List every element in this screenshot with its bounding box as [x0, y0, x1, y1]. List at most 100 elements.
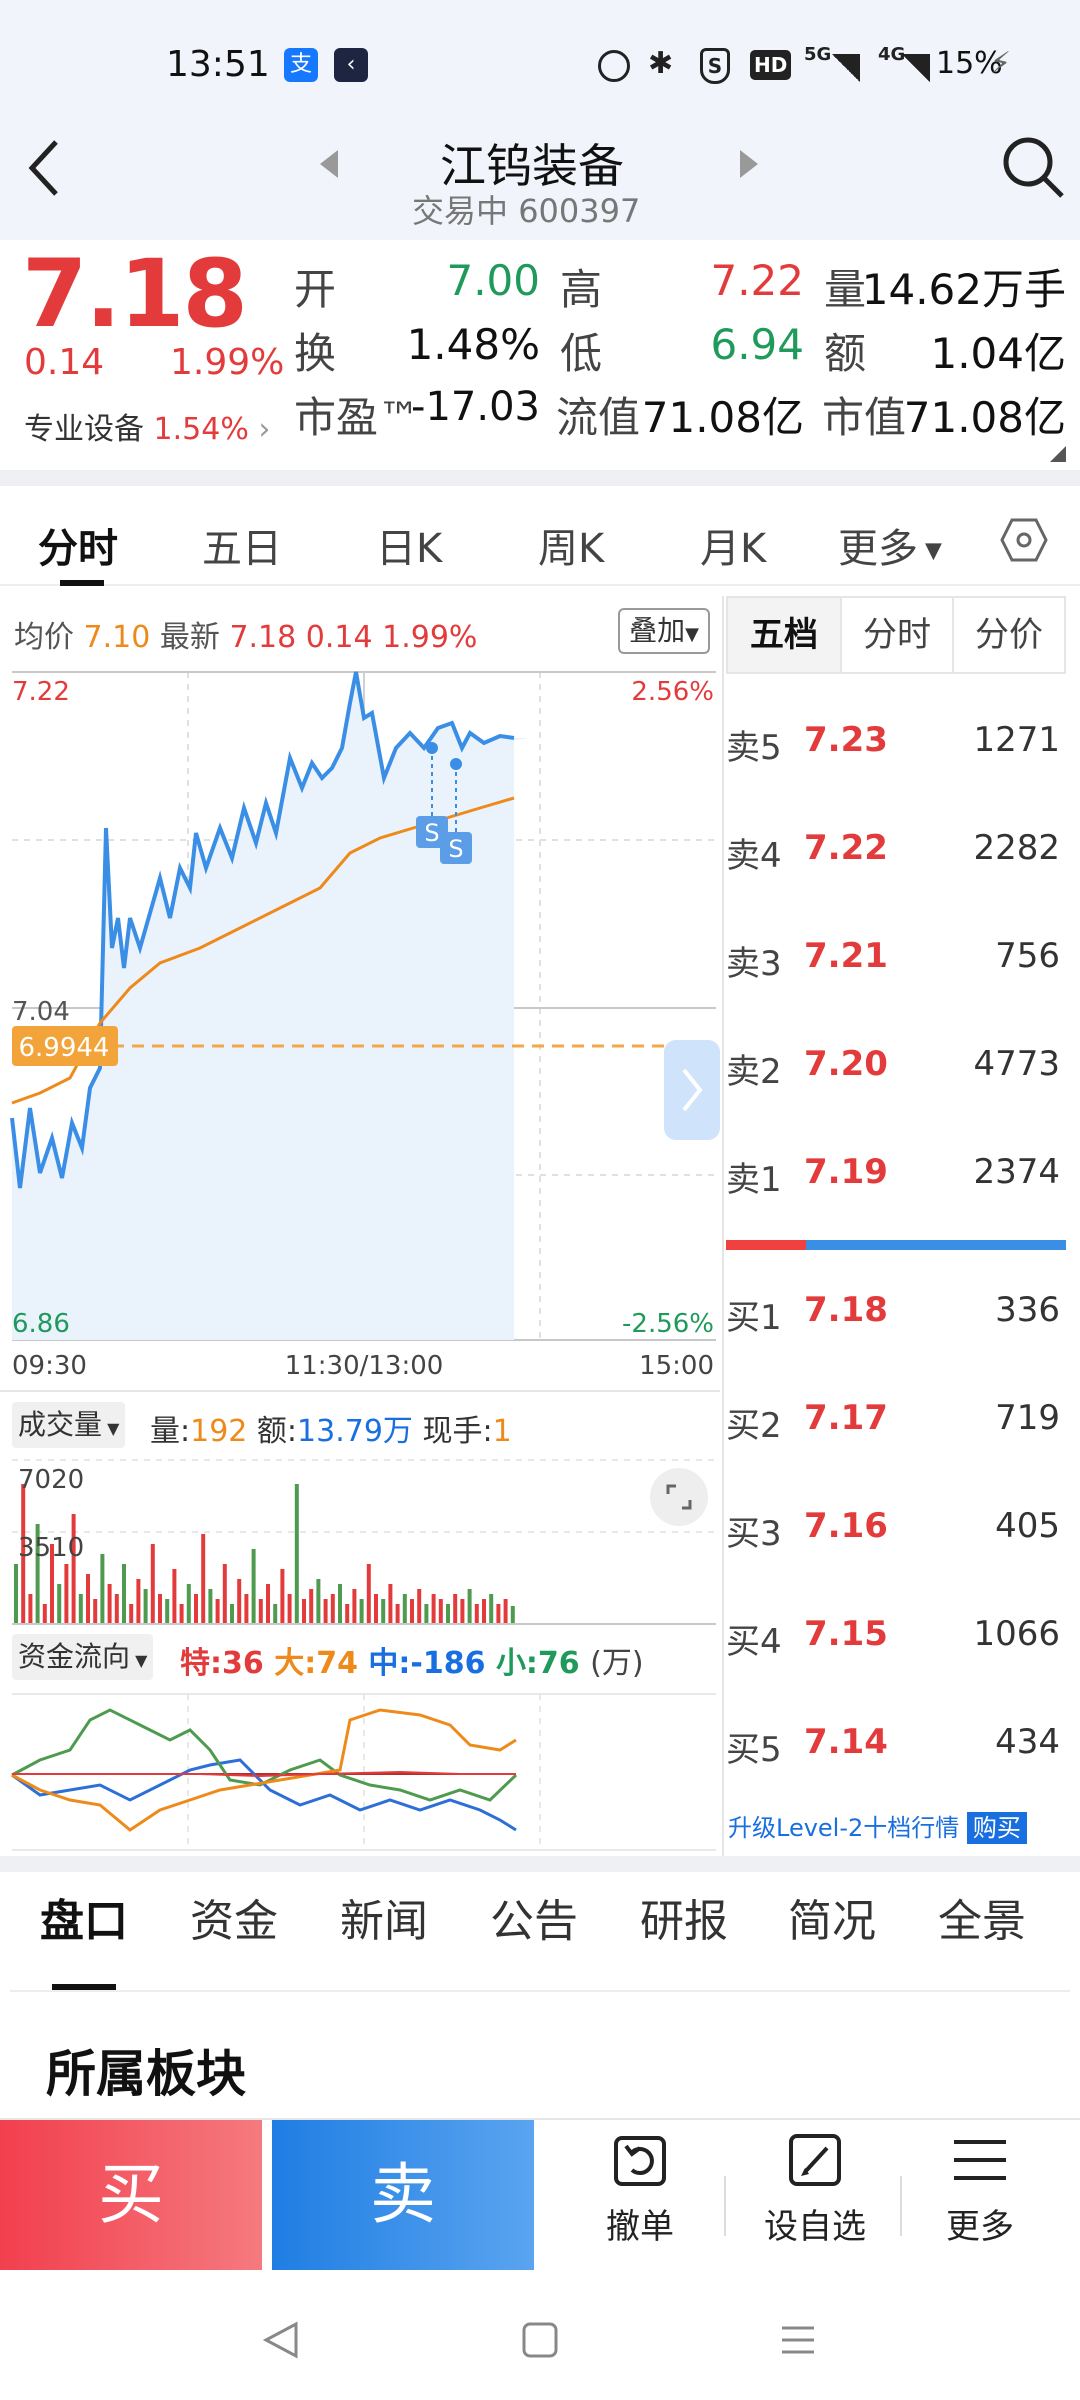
prev-stock-button[interactable]	[318, 148, 340, 180]
volume-bar	[388, 1584, 393, 1624]
nav-back-icon[interactable]	[262, 2320, 302, 2360]
chart-settings-button[interactable]	[1000, 516, 1048, 564]
cancel-order-label: 撤单	[606, 2207, 674, 2247]
bid-level-row[interactable]: 买2 7.17 719	[726, 1398, 1060, 1458]
tab-intraday[interactable]: 分时	[38, 526, 118, 572]
float-value-label: 流值	[556, 393, 641, 442]
volume-bar	[14, 1564, 18, 1624]
ask-level-row[interactable]: 卖3 7.21 756	[726, 936, 1060, 996]
flow-unit: (万)	[590, 1646, 644, 1681]
flow-medium: 中:-186	[368, 1646, 486, 1681]
buy-button[interactable]: 买	[0, 2120, 262, 2270]
hexagon-settings-icon	[1000, 518, 1048, 562]
tab-funds[interactable]: 资金	[190, 1896, 278, 1947]
flow-line-small	[11, 1708, 518, 1802]
tab-indicator	[60, 580, 104, 586]
fund-flow-info: 特:36 大:74 中:-186 小:76 (万)	[180, 1638, 644, 1682]
volume-bar	[93, 1599, 98, 1624]
bid-level-row[interactable]: 买3 7.16 405	[726, 1506, 1060, 1566]
ask-level-row[interactable]: 卖5 7.23 1271	[726, 720, 1060, 780]
volume-bar	[352, 1589, 357, 1624]
time-mid: 11:30/13:00	[285, 1351, 444, 1381]
upgrade-level2-link[interactable]: 升级Level-2十档行情 购买	[728, 1808, 1027, 1844]
sell-marker[interactable]: S	[440, 758, 472, 864]
sector-link[interactable]: 专业设备 1.54% ›	[24, 404, 270, 448]
search-button[interactable]	[1000, 134, 1066, 200]
ask-level-row[interactable]: 卖2 7.20 4773	[726, 1044, 1060, 1104]
back-button[interactable]	[24, 138, 64, 198]
volume-bar	[294, 1484, 299, 1624]
purchase-button[interactable]: 购买	[966, 1812, 1027, 1844]
intraday-info: 均价 7.10 最新 7.18 0.14 1.99%	[14, 612, 477, 656]
volume-bar	[237, 1579, 242, 1624]
tab-overview[interactable]: 全景	[938, 1896, 1026, 1947]
bid-level-row[interactable]: 买5 7.14 434	[726, 1722, 1060, 1782]
intraday-chart[interactable]: S S 7.22 7.04 6.86 2.56% -2.56% 6.9944 0…	[0, 668, 720, 1388]
expand-sidebar-handle[interactable]	[664, 1040, 720, 1140]
fund-flow-label: 资金流向	[18, 1640, 131, 1673]
fullscreen-button[interactable]	[650, 1468, 708, 1526]
bid-level-row[interactable]: 买4 7.15 1066	[726, 1614, 1060, 1674]
signal-icon-1	[832, 54, 860, 82]
tab-price-dist[interactable]: 分价	[952, 598, 1064, 672]
volume-bar	[338, 1584, 342, 1624]
volume-bar	[438, 1599, 443, 1624]
nav-home-icon[interactable]	[520, 2320, 560, 2360]
expand-corner-icon[interactable]	[1050, 446, 1066, 462]
status-bar: 13:51 支 ‹ ✱ S HD 5G 4G 15% ⚡	[0, 0, 1080, 130]
volume-bar	[381, 1599, 386, 1624]
volume-bar	[122, 1564, 126, 1624]
bid-level-price: 7.15	[804, 1614, 888, 1654]
volume-bar	[359, 1599, 364, 1624]
tab-announcements[interactable]: 公告	[490, 1896, 578, 1947]
add-watchlist-button[interactable]: 设自选	[750, 2130, 880, 2270]
fund-flow-select[interactable]: 资金流向 ▼	[12, 1634, 154, 1680]
ask-level-row[interactable]: 卖1 7.19 2374	[726, 1152, 1060, 1212]
tab-news[interactable]: 新闻	[340, 1896, 428, 1947]
volume-bar	[417, 1589, 422, 1624]
bid-level-row[interactable]: 买1 7.18 336	[726, 1290, 1060, 1350]
tab-weekly-k[interactable]: 周K	[538, 526, 605, 572]
cancel-order-button[interactable]: 撤单	[580, 2130, 700, 2270]
volume-indicator-select[interactable]: 成交量 ▼	[12, 1402, 126, 1448]
divider	[0, 1390, 720, 1392]
volume-bar	[446, 1604, 450, 1624]
bid-ask-ratio-bar-sell	[726, 1240, 806, 1250]
tab-research[interactable]: 研报	[640, 1896, 728, 1947]
open-label: 开	[294, 265, 337, 314]
tab-monthly-k[interactable]: 月K	[700, 526, 767, 572]
dropdown-icon: ▼	[918, 538, 942, 564]
tab-tick[interactable]: 分时	[840, 598, 952, 672]
volume-indicator-label: 成交量	[18, 1408, 103, 1441]
current-hand: 1	[492, 1414, 512, 1449]
ask-level-row[interactable]: 卖4 7.22 2282	[726, 828, 1060, 888]
dropdown-icon: ▼	[685, 624, 699, 645]
tab-daily-k[interactable]: 日K	[376, 526, 443, 572]
divider	[900, 2176, 902, 2236]
volume-bar	[345, 1604, 350, 1624]
tab-more[interactable]: 更多 ▼	[838, 516, 942, 574]
current-hand-label: 现手:	[422, 1414, 493, 1449]
tab-five-day[interactable]: 五日	[202, 526, 282, 572]
bid-level-volume: 336	[995, 1290, 1060, 1330]
volume-bar	[482, 1599, 486, 1624]
volume-bar	[503, 1599, 508, 1624]
net-4g-label: 4G	[878, 44, 906, 65]
volume-bar	[86, 1574, 90, 1624]
tab-profile[interactable]: 简况	[788, 1896, 876, 1947]
next-stock-button[interactable]	[738, 148, 760, 180]
edit-icon	[789, 2134, 841, 2186]
more-button[interactable]: 更多	[920, 2130, 1040, 2270]
nav-recents-icon[interactable]	[778, 2320, 818, 2360]
overlay-button[interactable]: 叠加▼	[618, 608, 710, 654]
volume-label: 量	[824, 265, 867, 314]
sell-button[interactable]: 卖	[272, 2120, 534, 2270]
section-divider	[0, 470, 1080, 486]
volume-bar	[165, 1599, 170, 1624]
tab-five-levels[interactable]: 五档	[728, 598, 840, 672]
volume-bar	[402, 1594, 407, 1624]
tab-order-book[interactable]: 盘口	[40, 1896, 128, 1947]
ask-level-price: 7.19	[804, 1152, 888, 1192]
volume-bar	[302, 1599, 306, 1624]
section-divider	[0, 1856, 1080, 1872]
